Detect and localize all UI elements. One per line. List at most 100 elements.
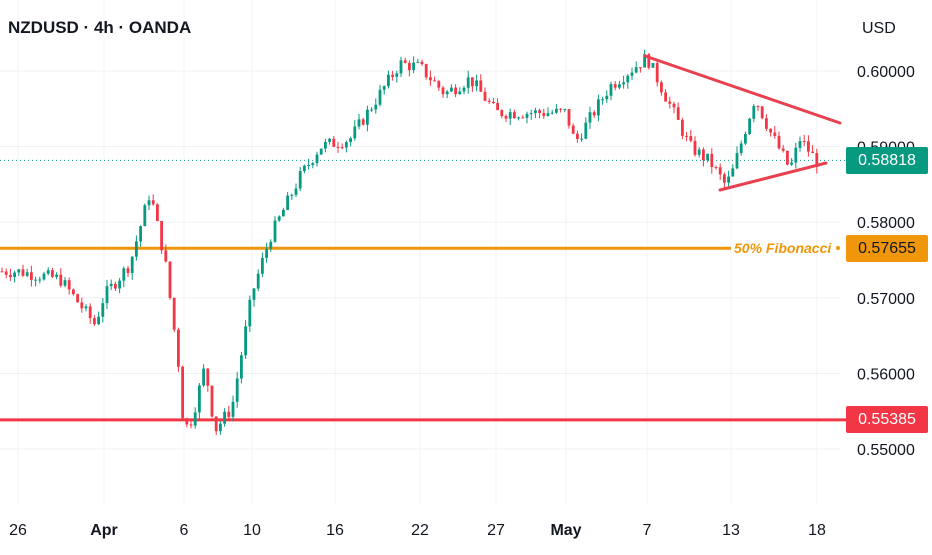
- candle-body: [563, 109, 567, 111]
- candle-body: [571, 125, 575, 134]
- candle-body: [72, 289, 75, 295]
- candle-body: [109, 283, 113, 287]
- time-tick-label: Apr: [90, 522, 118, 539]
- candle-body: [584, 122, 588, 139]
- candle-body: [483, 91, 487, 101]
- candle-body: [17, 269, 21, 273]
- candle-body: [408, 62, 411, 71]
- candle-body: [189, 424, 193, 426]
- candle-body: [366, 109, 369, 125]
- candle-body: [798, 141, 802, 148]
- candle-body: [454, 87, 457, 95]
- candle-body: [4, 271, 8, 275]
- candle-body: [790, 162, 793, 165]
- candle-body: [811, 151, 814, 154]
- candle-body: [353, 126, 357, 139]
- candle-body: [311, 163, 315, 165]
- candle-body: [777, 135, 781, 149]
- candle-body: [93, 318, 96, 325]
- candle-body: [265, 248, 268, 258]
- candle-body: [714, 166, 718, 168]
- candle-body: [634, 67, 638, 73]
- candle-body: [126, 268, 130, 273]
- candle-body: [193, 412, 197, 426]
- candle-body: [555, 108, 558, 113]
- candle-body: [244, 326, 247, 356]
- candle-body: [538, 110, 541, 114]
- candle-body: [223, 411, 226, 424]
- candle-body: [235, 378, 239, 402]
- candle-body: [202, 368, 205, 386]
- fib-level-label: 50% Fibonacci: [734, 240, 832, 256]
- candle-body: [773, 132, 777, 136]
- candle-body: [580, 138, 583, 140]
- candle-body: [504, 116, 508, 119]
- candle-body: [466, 77, 470, 88]
- candle-body: [597, 99, 600, 116]
- candle-body: [710, 153, 714, 167]
- candle-body: [332, 138, 336, 147]
- candle-body: [227, 411, 231, 417]
- candle-body: [756, 105, 760, 107]
- currency-label[interactable]: USD: [862, 20, 896, 37]
- candle-body: [479, 80, 483, 92]
- time-tick-label: 26: [9, 522, 27, 539]
- candle-body: [206, 368, 210, 386]
- candle-body: [546, 113, 550, 116]
- candle-body: [391, 74, 394, 77]
- candle-body: [357, 119, 361, 127]
- candle-body: [130, 256, 134, 273]
- time-tick-label: 13: [722, 522, 740, 539]
- candle-body: [559, 108, 562, 110]
- candle-body: [25, 272, 29, 276]
- candle-body: [769, 128, 772, 133]
- candle-body: [46, 270, 50, 274]
- candles: [0, 49, 819, 436]
- candle-body: [160, 221, 163, 251]
- candle-body: [664, 92, 667, 102]
- candle-body: [550, 112, 554, 114]
- candle-body: [643, 54, 646, 68]
- candle-body: [500, 110, 504, 117]
- candle-body: [647, 54, 651, 68]
- candle-body: [315, 154, 319, 164]
- time-tick-label: 7: [643, 522, 652, 539]
- candle-body: [794, 147, 798, 163]
- time-tick-label: 27: [487, 522, 505, 539]
- candle-body: [248, 299, 252, 327]
- candle-body: [403, 60, 407, 63]
- candle-body: [349, 138, 352, 143]
- grid: [0, 0, 840, 505]
- candle-body: [345, 142, 348, 148]
- candle-body: [508, 112, 512, 119]
- candle-body: [147, 200, 151, 206]
- candle-body: [626, 75, 630, 83]
- time-tick-label: 16: [326, 522, 344, 539]
- candle-body: [781, 148, 785, 151]
- candle-body: [67, 280, 71, 290]
- candle-body: [139, 226, 142, 242]
- price-tick-label: 0.57000: [857, 291, 915, 308]
- candle-body: [412, 62, 415, 71]
- candle-body: [693, 140, 697, 155]
- support-price-label: 0.55385: [846, 406, 928, 433]
- candle-body: [13, 272, 16, 278]
- candle-body: [672, 103, 676, 108]
- candle-body: [231, 401, 235, 417]
- candle-body: [760, 106, 764, 119]
- candle-body: [59, 274, 63, 286]
- candle-body: [395, 73, 399, 77]
- candle-body: [143, 205, 147, 227]
- candle-body: [731, 168, 735, 177]
- candle-body: [471, 77, 474, 87]
- candle-body: [164, 250, 168, 262]
- candle-body: [592, 112, 596, 116]
- candle-body: [735, 153, 739, 169]
- candle-body: [639, 67, 642, 69]
- time-tick-label: 6: [180, 522, 189, 539]
- candle-body: [261, 257, 264, 274]
- fib-dot-icon: [836, 246, 840, 250]
- candle-body: [172, 297, 176, 330]
